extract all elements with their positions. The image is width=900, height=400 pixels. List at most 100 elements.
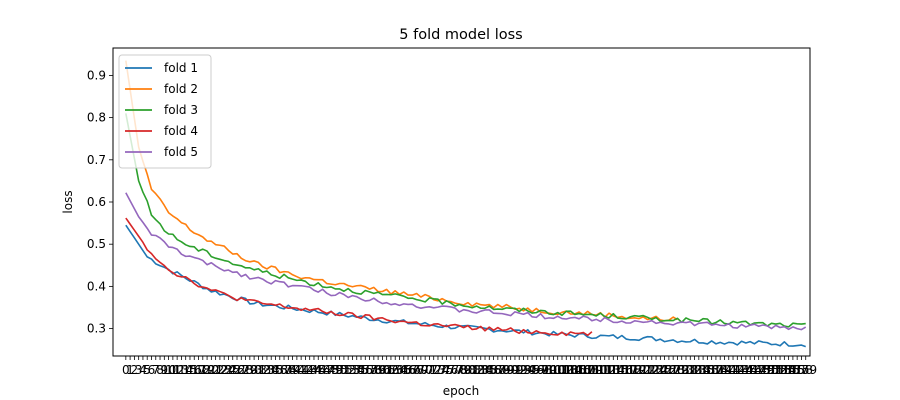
x-tick-label: 110 — [585, 363, 608, 377]
y-tick-label: 0.6 — [87, 195, 106, 209]
x-tick-label: 90 — [503, 363, 518, 377]
x-tick-label: 50 — [332, 363, 347, 377]
x-tick-label: 76 — [443, 363, 458, 377]
x-tick-label: 117 — [615, 363, 638, 377]
x-tick-label: 98 — [537, 363, 552, 377]
x-tick-label: 96 — [529, 363, 544, 377]
x-tick-label: 112 — [593, 363, 616, 377]
x-tick-label: 131 — [675, 363, 698, 377]
plot-area — [125, 60, 807, 348]
x-tick-label: 27 — [234, 363, 249, 377]
x-tick-label: 35 — [268, 363, 283, 377]
chart-title: 5 fold model loss — [399, 27, 522, 43]
x-tick-label: 132 — [679, 363, 702, 377]
x-tick-label: 115 — [606, 363, 629, 377]
x-tick-label: 136 — [696, 363, 719, 377]
x-tick-label: 81 — [465, 363, 480, 377]
x-tick-label: 99 — [542, 363, 557, 377]
x-tick-label: 92 — [512, 363, 527, 377]
x-tick-label: 85 — [482, 363, 497, 377]
x-tick-label: 56 — [358, 363, 373, 377]
x-tick-label: 10 — [161, 363, 176, 377]
x-tick-label: 29 — [242, 363, 257, 377]
x-tick-label: 64 — [392, 363, 407, 377]
x-tick-label: 32 — [255, 363, 270, 377]
x-tick-label: 34 — [264, 363, 279, 377]
x-tick-label: 17 — [191, 363, 206, 377]
x-tick-label: 23 — [217, 363, 232, 377]
x-tick-label: 119 — [623, 363, 646, 377]
x-tick-label: 145 — [734, 363, 757, 377]
x-tick-label: 74 — [435, 363, 450, 377]
x-tick-label: 53 — [345, 363, 360, 377]
x-tick-label: 144 — [730, 363, 753, 377]
y-tick-label: 0.7 — [87, 153, 106, 167]
x-tick-label: 138 — [704, 363, 727, 377]
x-tick-label: 158 — [790, 363, 813, 377]
x-tick-label: 141 — [717, 363, 740, 377]
x-tick-label: 109 — [580, 363, 603, 377]
x-tick-label: 156 — [781, 363, 804, 377]
series-line-fold-3 — [125, 113, 806, 328]
x-tick-label: 8 — [156, 363, 164, 377]
x-tick-label: 13 — [174, 363, 189, 377]
x-tick-label: 113 — [598, 363, 621, 377]
x-tick-label: 102 — [551, 363, 574, 377]
x-tick-label: 2 — [131, 363, 139, 377]
y-axis: 0.3 0.4 0.5 0.6 0.7 0.8 0.9 — [87, 68, 113, 336]
x-tick-label: 105 — [563, 363, 586, 377]
x-tick-label: 39 — [285, 363, 300, 377]
x-tick-label: 150 — [756, 363, 779, 377]
x-tick-label: 116 — [610, 363, 633, 377]
x-tick-label: 121 — [632, 363, 655, 377]
x-tick-label: 31 — [251, 363, 266, 377]
x-tick-label: 148 — [747, 363, 770, 377]
legend-label: fold 4 — [164, 124, 198, 138]
x-tick-label: 44 — [306, 363, 321, 377]
x-tick-label: 5 — [143, 363, 151, 377]
x-tick-label: 72 — [426, 363, 441, 377]
x-tick-label: 25 — [225, 363, 240, 377]
x-tick-label: 139 — [709, 363, 732, 377]
x-tick-label: 41 — [294, 363, 309, 377]
x-axis-label: epoch — [443, 384, 480, 398]
x-tick-label: 120 — [628, 363, 651, 377]
x-tick-label: 159 — [794, 363, 817, 377]
x-tick-label: 30 — [246, 363, 261, 377]
legend-label: fold 2 — [164, 82, 198, 96]
x-tick-label: 122 — [636, 363, 659, 377]
x-tick-label: 26 — [229, 363, 244, 377]
x-tick-label: 61 — [379, 363, 394, 377]
x-tick-label: 65 — [396, 363, 411, 377]
x-tick-label: 129 — [666, 363, 689, 377]
x-tick-label: 11 — [165, 363, 180, 377]
x-tick-label: 97 — [533, 363, 548, 377]
x-tick-label: 143 — [726, 363, 749, 377]
x-tick-label: 37 — [276, 363, 291, 377]
x-tick-label: 15 — [182, 363, 197, 377]
x-tick-label: 95 — [524, 363, 539, 377]
x-tick-label: 60 — [375, 363, 390, 377]
x-tick-label: 70 — [418, 363, 433, 377]
x-tick-label: 20 — [204, 363, 219, 377]
x-tick-label: 49 — [328, 363, 343, 377]
x-tick-label: 123 — [640, 363, 663, 377]
legend-label: fold 5 — [164, 145, 198, 159]
x-tick-label: 100 — [542, 363, 565, 377]
x-tick-label: 69 — [413, 363, 428, 377]
series-line-fold-5 — [125, 192, 807, 331]
x-tick-label: 147 — [743, 363, 766, 377]
x-tick-label: 68 — [409, 363, 424, 377]
x-tick-label: 93 — [516, 363, 531, 377]
x-tick-label: 88 — [494, 363, 509, 377]
x-tick-label: 142 — [722, 363, 745, 377]
x-tick-label: 151 — [760, 363, 783, 377]
x-tick-label: 9 — [160, 363, 168, 377]
x-tick-label: 57 — [362, 363, 377, 377]
series-line-fold-2 — [125, 60, 678, 322]
x-tick-label: 77 — [447, 363, 462, 377]
x-tick-label: 0 — [122, 363, 130, 377]
y-tick-label: 0.4 — [87, 279, 106, 293]
x-tick-label: 91 — [507, 363, 522, 377]
